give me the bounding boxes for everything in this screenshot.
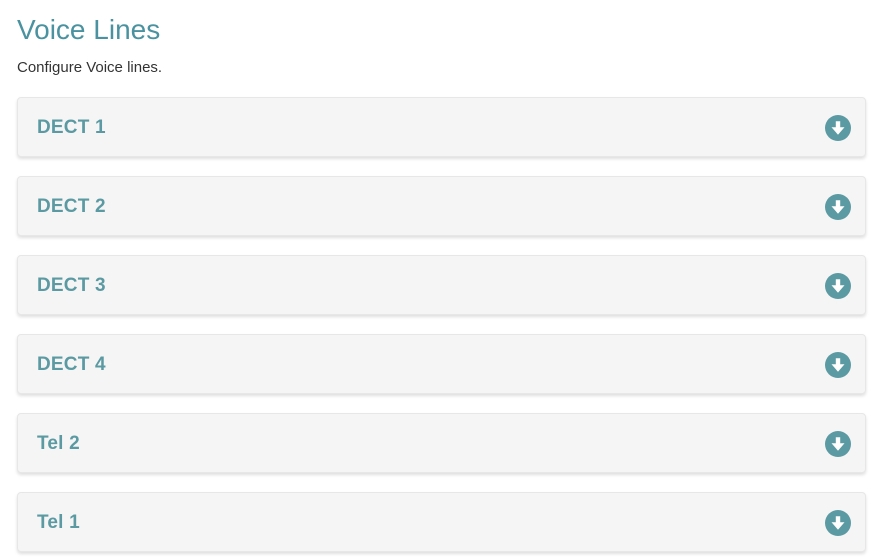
voice-line-panel-tel2[interactable]: Tel 2 — [17, 413, 866, 474]
voice-line-label: Tel 2 — [37, 433, 80, 455]
voice-line-label: Tel 1 — [37, 512, 80, 534]
voice-line-panel-dect3[interactable]: DECT 3 — [17, 255, 866, 316]
voice-line-panel-list: DECT 1 DECT 2 DECT 3 DECT 4 Tel 2 — [17, 97, 866, 553]
page-title: Voice Lines — [17, 14, 161, 45]
voice-line-panel-dect4[interactable]: DECT 4 — [17, 334, 866, 395]
page-subtitle: Configure Voice lines. — [17, 58, 163, 76]
arrow-circle-down-icon[interactable] — [825, 273, 851, 300]
voice-line-label: DECT 4 — [37, 354, 106, 376]
voice-line-label: DECT 3 — [37, 275, 106, 297]
arrow-circle-down-icon[interactable] — [825, 431, 851, 458]
voice-line-panel-dect2[interactable]: DECT 2 — [17, 176, 866, 237]
arrow-circle-down-icon[interactable] — [825, 352, 851, 379]
voice-line-label: DECT 1 — [37, 117, 106, 139]
arrow-circle-down-icon[interactable] — [825, 115, 851, 142]
arrow-circle-down-icon[interactable] — [825, 194, 851, 221]
voice-line-label: DECT 2 — [37, 196, 106, 218]
voice-line-panel-tel1[interactable]: Tel 1 — [17, 492, 866, 553]
voice-line-panel-dect1[interactable]: DECT 1 — [17, 97, 866, 158]
arrow-circle-down-icon[interactable] — [825, 510, 851, 537]
